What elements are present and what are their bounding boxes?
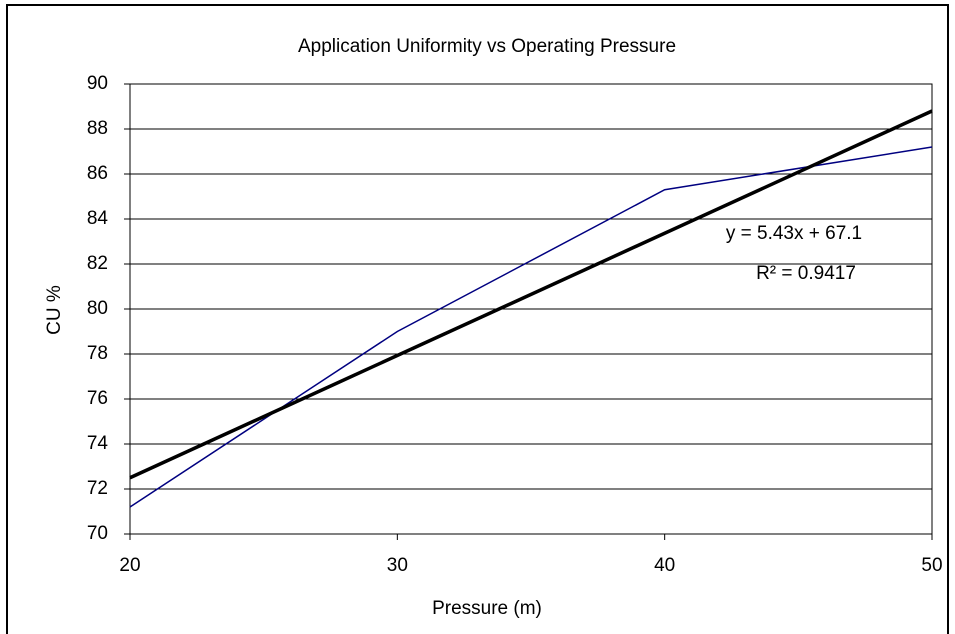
x-axis-label: Pressure (m) [432, 598, 542, 619]
y-tick-label: 90 [87, 73, 108, 94]
trendline-r-squared: R² = 0.9417 [756, 263, 856, 284]
y-tick-label: 74 [87, 433, 109, 454]
y-tick-label: 72 [87, 478, 108, 499]
y-tick-label: 78 [87, 343, 108, 364]
chart-title: Application Uniformity vs Operating Pres… [298, 36, 676, 57]
y-axis-label: CU % [44, 285, 65, 335]
trendline-equation: y = 5.43x + 67.1 [726, 223, 862, 244]
x-tick-label: 50 [921, 555, 942, 576]
series-line [129, 146, 933, 508]
trendline [129, 109, 933, 480]
y-tick-label: 88 [87, 118, 108, 139]
x-tick-label: 20 [119, 555, 140, 576]
y-tick-label: 82 [87, 253, 108, 274]
x-tick-label: 30 [387, 555, 408, 576]
y-tick-label: 80 [87, 298, 108, 319]
y-tick-label: 86 [87, 163, 108, 184]
y-tick-label: 76 [87, 388, 108, 409]
plot-area-border [129, 83, 933, 535]
y-tick-label: 70 [87, 523, 108, 544]
y-tick-label: 84 [87, 208, 109, 229]
x-tick-label: 40 [654, 555, 675, 576]
